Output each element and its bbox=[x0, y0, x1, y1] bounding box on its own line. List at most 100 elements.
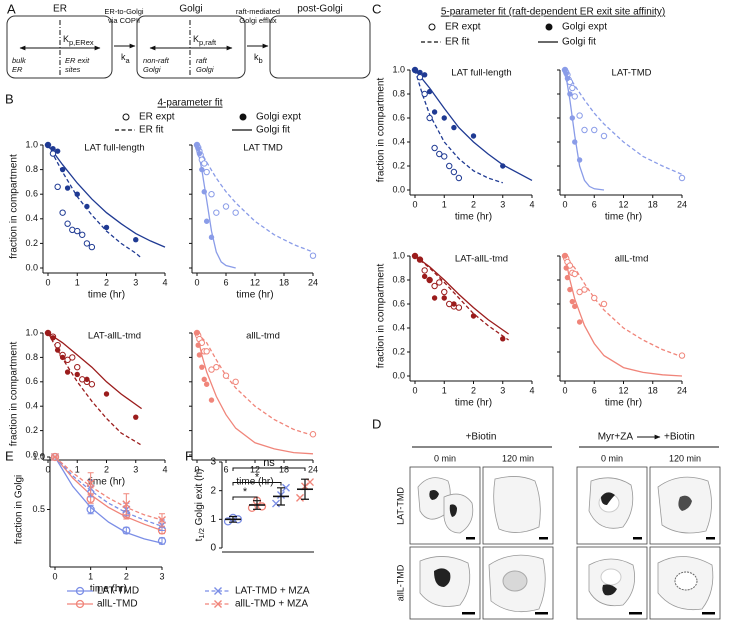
er-expt-point bbox=[59, 209, 66, 216]
golgi-expt-point bbox=[208, 397, 215, 403]
golgi-expt-point bbox=[451, 301, 457, 307]
golgi-expt-point bbox=[74, 371, 80, 378]
er-expt-point bbox=[416, 74, 424, 81]
data-point bbox=[86, 505, 95, 514]
legend-label: Golgi expt bbox=[562, 22, 607, 33]
micrograph bbox=[409, 466, 481, 545]
x-tick-label: 2 bbox=[124, 571, 129, 581]
x-tick-label: 18 bbox=[648, 199, 658, 209]
golgi-expt-point bbox=[563, 265, 569, 271]
golgi-expt-point bbox=[441, 295, 447, 301]
condition-label: Myr+ZA bbox=[598, 432, 634, 443]
plot-title: allL-tmd bbox=[615, 254, 649, 265]
er-expt-point bbox=[600, 132, 608, 140]
significance-bracket bbox=[232, 482, 282, 486]
x-tick-label: 1 bbox=[442, 385, 447, 395]
golgi-fit-line bbox=[47, 144, 166, 248]
golgi-expt-point bbox=[562, 253, 568, 259]
er-expt-point bbox=[600, 300, 608, 308]
y-axis-label: t1/2 Golgi exit (h) bbox=[194, 469, 206, 542]
y-tick-label: 0.4 bbox=[392, 322, 405, 332]
row-label: LAT-TMD bbox=[395, 487, 405, 525]
golgi-expt-point bbox=[195, 342, 201, 348]
legend-marker bbox=[75, 586, 85, 596]
er-expt-point bbox=[576, 112, 583, 119]
panel-label: A bbox=[7, 1, 16, 16]
x-tick-label: 1 bbox=[75, 464, 80, 474]
golgi-expt-point bbox=[84, 376, 90, 383]
x-tick-label: 12 bbox=[250, 277, 260, 287]
y-tick-label: 0.0 bbox=[25, 262, 38, 272]
er-fit-line bbox=[564, 255, 683, 358]
y-tick-label: 0.5 bbox=[32, 504, 45, 514]
plot-title: LAT full-length bbox=[84, 143, 144, 154]
er-expt-point bbox=[64, 220, 71, 227]
er-expt-point bbox=[421, 90, 428, 98]
y-tick-label: 0.4 bbox=[25, 401, 38, 411]
er-expt-point bbox=[232, 378, 239, 385]
golgi-expt-point bbox=[567, 91, 573, 97]
golgi-fit-line bbox=[47, 332, 142, 410]
er-fit-line bbox=[47, 332, 142, 446]
golgi-expt-point bbox=[417, 256, 423, 263]
er-expt-point bbox=[571, 270, 578, 278]
x-tick-label: 3 bbox=[133, 277, 138, 287]
y-tick-label: 0.2 bbox=[392, 346, 405, 356]
symbol: K bbox=[63, 34, 69, 44]
y-tick-label: 0.4 bbox=[25, 213, 38, 223]
significance-bracket bbox=[232, 496, 258, 500]
data-point bbox=[296, 493, 304, 502]
golgi-expt-point bbox=[54, 347, 61, 353]
golgi-expt-point bbox=[74, 191, 80, 197]
er-expt-point bbox=[74, 227, 81, 235]
golgi-expt-point bbox=[451, 124, 457, 131]
golgi-expt-point bbox=[203, 381, 210, 387]
fit-line bbox=[54, 456, 163, 544]
fit-line bbox=[54, 456, 163, 532]
x-tick-label: 24 bbox=[308, 277, 318, 287]
data-point bbox=[272, 499, 280, 508]
x-axis-label: time (hr) bbox=[455, 212, 492, 223]
x-tick-label: 1 bbox=[75, 277, 80, 287]
subscript: p,raft bbox=[199, 38, 217, 47]
er-expt-point bbox=[309, 431, 317, 438]
golgi-expt-point bbox=[431, 109, 438, 115]
golgi-expt-point bbox=[199, 166, 205, 173]
er-expt-point bbox=[69, 354, 76, 361]
er-expt-point bbox=[203, 348, 210, 355]
golgi-expt-point bbox=[441, 115, 447, 121]
legend-label: ER fit bbox=[139, 125, 164, 136]
golgi-expt-point bbox=[199, 364, 205, 370]
er-expt-point bbox=[309, 252, 317, 259]
golgi-expt-point bbox=[50, 145, 56, 152]
region-label: non-raft bbox=[143, 56, 170, 65]
legend-marker bbox=[545, 23, 553, 31]
y-tick-label: 0 bbox=[210, 543, 216, 554]
y-tick-label: 0.2 bbox=[25, 238, 38, 248]
y-tick-label: 1.0 bbox=[25, 139, 38, 149]
golgi-expt-point bbox=[133, 414, 139, 420]
subscript: a bbox=[126, 56, 131, 65]
golgi-expt-point bbox=[500, 336, 506, 342]
subscript: p,ERex bbox=[69, 38, 94, 47]
golgi-expt-point bbox=[412, 253, 418, 259]
region-label: sites bbox=[65, 65, 81, 74]
x-tick-label: 12 bbox=[250, 464, 260, 474]
er-expt-point bbox=[54, 183, 61, 191]
plot-title: LAT-allL-tmd bbox=[455, 254, 508, 265]
er-expt-point bbox=[431, 144, 438, 152]
micrograph bbox=[649, 546, 721, 620]
er-expt-point bbox=[678, 352, 686, 359]
symbol: K bbox=[193, 34, 199, 44]
legend-label: Golgi fit bbox=[256, 125, 290, 136]
er-expt-point bbox=[436, 150, 443, 158]
legend-label: LAT-TMD bbox=[97, 586, 139, 597]
er-expt-point bbox=[441, 288, 448, 296]
x-tick-label: 0 bbox=[194, 464, 199, 474]
y-tick-label: 0.2 bbox=[25, 425, 38, 435]
y-tick-label: 0.2 bbox=[392, 160, 405, 170]
legend-label: ER fit bbox=[445, 37, 470, 48]
golgi-expt-point bbox=[194, 330, 200, 336]
x-tick-label: 2 bbox=[471, 199, 476, 209]
